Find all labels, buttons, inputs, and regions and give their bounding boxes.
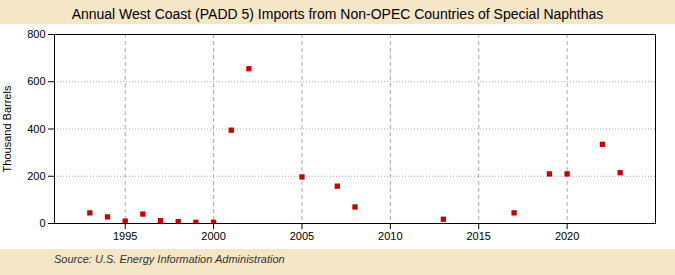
svg-text:800: 800 [27,28,45,40]
svg-text:2000: 2000 [201,230,225,242]
svg-text:0: 0 [39,217,45,229]
svg-text:2005: 2005 [290,230,314,242]
svg-text:Thousand Barrels: Thousand Barrels [1,85,13,172]
html-text:Annual West Coast (PADD 5) Imp: Annual West Coast (PADD 5) Imports from … [71,6,604,22]
svg-text:600: 600 [27,75,45,87]
svg-text:2020: 2020 [555,230,579,242]
svg-text:1995: 1995 [113,230,137,242]
svg-text:2015: 2015 [466,230,490,242]
html-text:Source: U.S. Energy Informatio: Source: U.S. Energy Information Administ… [54,253,285,265]
svg-text:400: 400 [27,123,45,135]
svg-text:2010: 2010 [378,230,402,242]
svg-text:200: 200 [27,170,45,182]
